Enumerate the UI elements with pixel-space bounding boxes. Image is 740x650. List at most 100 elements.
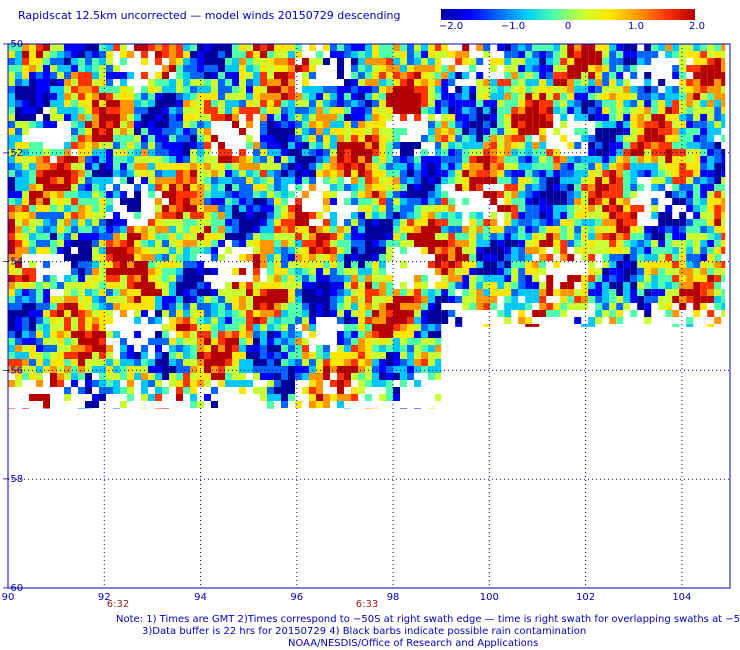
wind-cell (260, 317, 267, 324)
wind-cell (476, 254, 484, 261)
wind-cell (714, 233, 722, 240)
wind-cell (414, 58, 421, 65)
wind-cell (323, 58, 330, 65)
wind-cell (476, 226, 484, 233)
wind-cell (693, 247, 701, 254)
wind-cell (539, 79, 547, 86)
wind-cell (386, 324, 393, 331)
wind-cell (365, 226, 372, 233)
wind-cell (85, 359, 92, 366)
wind-cell (64, 289, 71, 296)
wind-cell (595, 44, 603, 51)
wind-cell (665, 142, 673, 149)
wind-cell (155, 86, 162, 93)
wind-cell (22, 44, 29, 51)
wind-cell (351, 44, 358, 51)
wind-cell (295, 135, 302, 142)
wind-cell (15, 324, 22, 331)
wind-cell (64, 352, 71, 359)
wind-cell (176, 177, 183, 184)
wind-cell (274, 114, 281, 121)
wind-cell (78, 310, 85, 317)
wind-cell (92, 247, 99, 254)
wind-cell (525, 198, 533, 205)
wind-cell (211, 310, 218, 317)
wind-cell (78, 184, 85, 191)
wind-cell (707, 100, 715, 107)
wind-cell (218, 310, 225, 317)
wind-cell (518, 44, 526, 51)
wind-cell (92, 352, 99, 359)
wind-cell (351, 387, 358, 394)
wind-cell (176, 100, 183, 107)
wind-cell (490, 121, 498, 128)
wind-cell (700, 268, 708, 275)
wind-cell (637, 205, 645, 212)
wind-cell (260, 191, 267, 198)
wind-cell (204, 394, 211, 401)
wind-cell (435, 352, 442, 359)
wind-cell (630, 107, 638, 114)
wind-cell (337, 366, 344, 373)
wind-cell (679, 254, 687, 261)
wind-cell (78, 58, 85, 65)
wind-cell (581, 177, 589, 184)
wind-cell (225, 177, 232, 184)
wind-cell (71, 51, 78, 58)
wind-cell (253, 44, 260, 51)
wind-cell (609, 107, 617, 114)
wind-cell (309, 93, 316, 100)
wind-cell (448, 163, 456, 170)
wind-cell (281, 51, 288, 58)
wind-cell (295, 121, 302, 128)
wind-cell (518, 198, 526, 205)
wind-cell (225, 212, 232, 219)
wind-cell (337, 163, 344, 170)
wind-cell (50, 317, 57, 324)
wind-cell (630, 240, 638, 247)
wind-cell (595, 282, 603, 289)
wind-cell (483, 177, 491, 184)
wind-cell (29, 177, 36, 184)
wind-cell (441, 212, 449, 219)
wind-cell (302, 212, 309, 219)
wind-cell (651, 184, 659, 191)
wind-cell (190, 121, 197, 128)
wind-cell (120, 296, 127, 303)
wind-cell (155, 289, 162, 296)
wind-cell (518, 149, 526, 156)
wind-cell (644, 310, 652, 317)
wind-cell (183, 198, 190, 205)
wind-cell (595, 310, 603, 317)
wind-cell (8, 184, 15, 191)
wind-cell (574, 79, 582, 86)
wind-cell (211, 135, 218, 142)
wind-cell (29, 114, 36, 121)
wind-cell (351, 51, 358, 58)
wind-cell (595, 296, 603, 303)
wind-cell (518, 114, 526, 121)
wind-cell (92, 177, 99, 184)
wind-cell (190, 373, 197, 380)
wind-cell (239, 359, 246, 366)
wind-cell (441, 100, 449, 107)
wind-cell (525, 142, 533, 149)
wind-cell (309, 254, 316, 261)
wind-cell (148, 359, 155, 366)
wind-cell (414, 296, 421, 303)
wind-cell (155, 93, 162, 100)
wind-cell (239, 268, 246, 275)
wind-cell (281, 121, 288, 128)
wind-cell (588, 79, 596, 86)
wind-cell (379, 394, 386, 401)
wind-cell (386, 205, 393, 212)
wind-cell (560, 303, 568, 310)
wind-cell (155, 296, 162, 303)
wind-cell (309, 100, 316, 107)
wind-cell (92, 268, 99, 275)
wind-cell (281, 380, 288, 387)
wind-cell (281, 296, 288, 303)
wind-cell (714, 149, 722, 156)
wind-cell (574, 317, 582, 324)
wind-cell (707, 212, 715, 219)
